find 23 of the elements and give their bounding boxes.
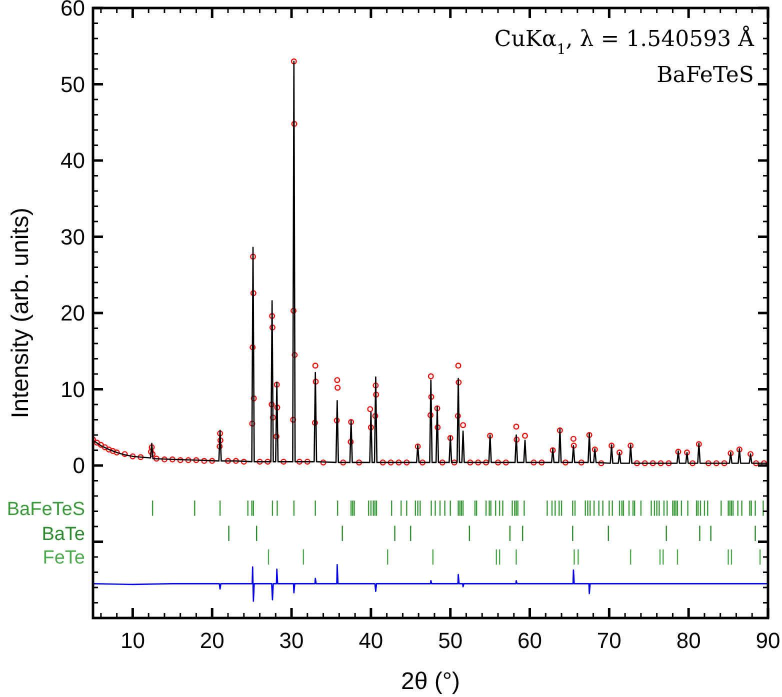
y-tick-label: 10: [60, 376, 85, 402]
y-tick-label: 30: [60, 224, 85, 250]
y-tick-label: 0: [72, 453, 85, 478]
text: BaTe: [42, 524, 85, 546]
x-tick-label: 60: [518, 628, 542, 653]
x-axis-title: 2θ (°): [401, 668, 460, 695]
x-tick-label: 30: [279, 628, 304, 653]
x-tick-label: 40: [358, 628, 384, 653]
annotation: CuKα$_{1}$, λ = 1.540593 Å: [494, 25, 756, 58]
y-tick-label: 50: [60, 72, 85, 97]
y-axis-title: Intensity (arb. units): [7, 208, 34, 418]
x-tick-label: 10: [120, 628, 145, 653]
text: BaFeTeS: [6, 498, 85, 520]
text: FeTe: [42, 548, 85, 569]
x-tick-label: 90: [756, 628, 780, 653]
annotation: BaFeTeS: [656, 63, 754, 88]
y-tick-label: 20: [60, 300, 85, 326]
x-tick-label: 50: [438, 628, 463, 653]
x-tick-label: 20: [200, 628, 224, 653]
x-tick-label: 80: [676, 628, 701, 653]
x-tick-label: 70: [596, 628, 622, 653]
y-tick-label: 40: [60, 148, 85, 174]
y-tick-label: 60: [60, 0, 85, 21]
